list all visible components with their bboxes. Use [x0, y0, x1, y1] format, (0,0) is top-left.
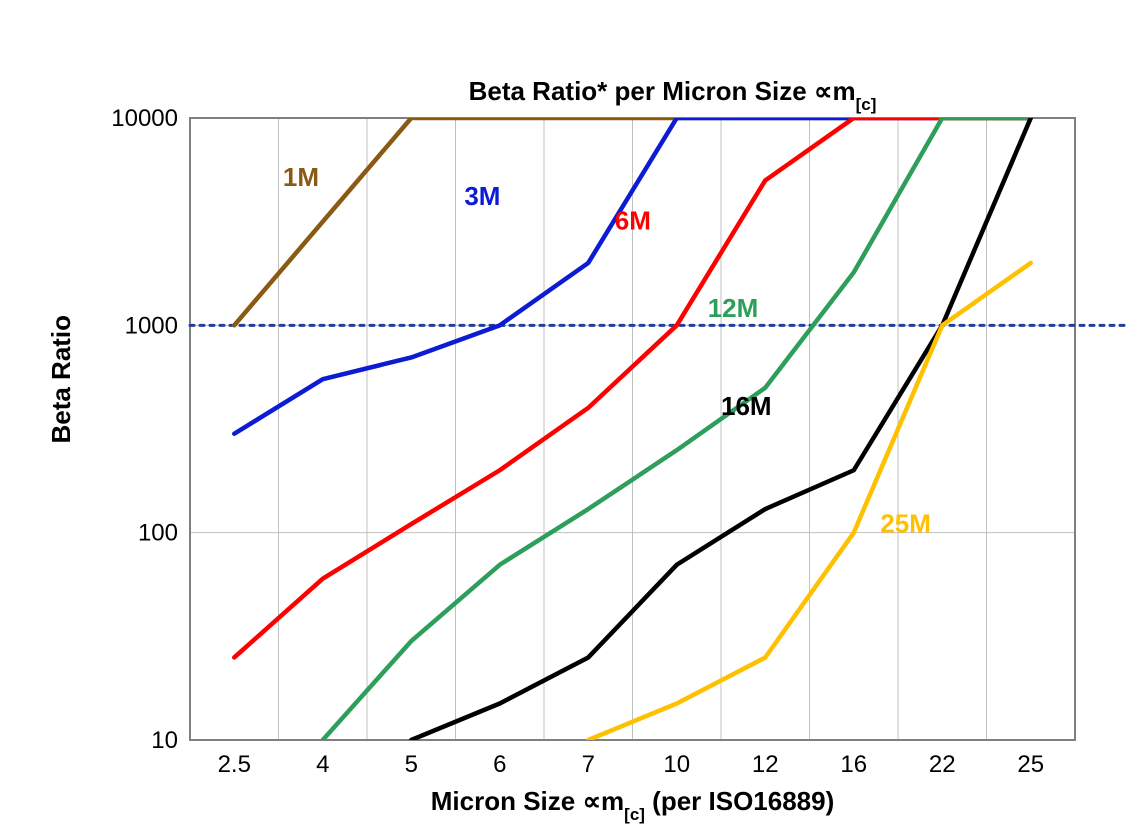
series-label-12M: 12M: [708, 293, 759, 323]
xtick-label: 25: [1017, 751, 1044, 778]
xtick-label: 16: [840, 751, 867, 778]
xtick-label: 6: [493, 751, 506, 778]
xtick-label: 7: [582, 751, 595, 778]
series-label-6M: 6M: [615, 205, 651, 235]
chart-container: 1M 3M 6M 12M 16M 25M 10 100 1000 10000 2.5 4 5 6 7 10 12…: [0, 0, 1138, 840]
ytick-label: 100: [138, 520, 178, 547]
xtick-label: 5: [405, 751, 418, 778]
xtick-label: 2.5: [218, 751, 251, 778]
xtick-label: 4: [316, 751, 329, 778]
xtick-label: 22: [929, 751, 956, 778]
beta-ratio-chart: 1M 3M 6M 12M 16M 25M 10 100 1000 10000 2.5 4 5 6 7 10 12…: [0, 0, 1138, 840]
ytick-label: 1000: [125, 312, 178, 339]
xtick-label: 12: [752, 751, 779, 778]
series-label-1M: 1M: [283, 162, 319, 192]
y-axis-label: Beta Ratio: [46, 315, 76, 444]
ytick-label: 10: [151, 727, 178, 754]
series-label-16M: 16M: [721, 391, 772, 421]
series-label-3M: 3M: [464, 181, 500, 211]
xtick-label: 10: [663, 751, 690, 778]
ytick-label: 10000: [111, 105, 178, 132]
series-label-25M: 25M: [880, 509, 931, 539]
